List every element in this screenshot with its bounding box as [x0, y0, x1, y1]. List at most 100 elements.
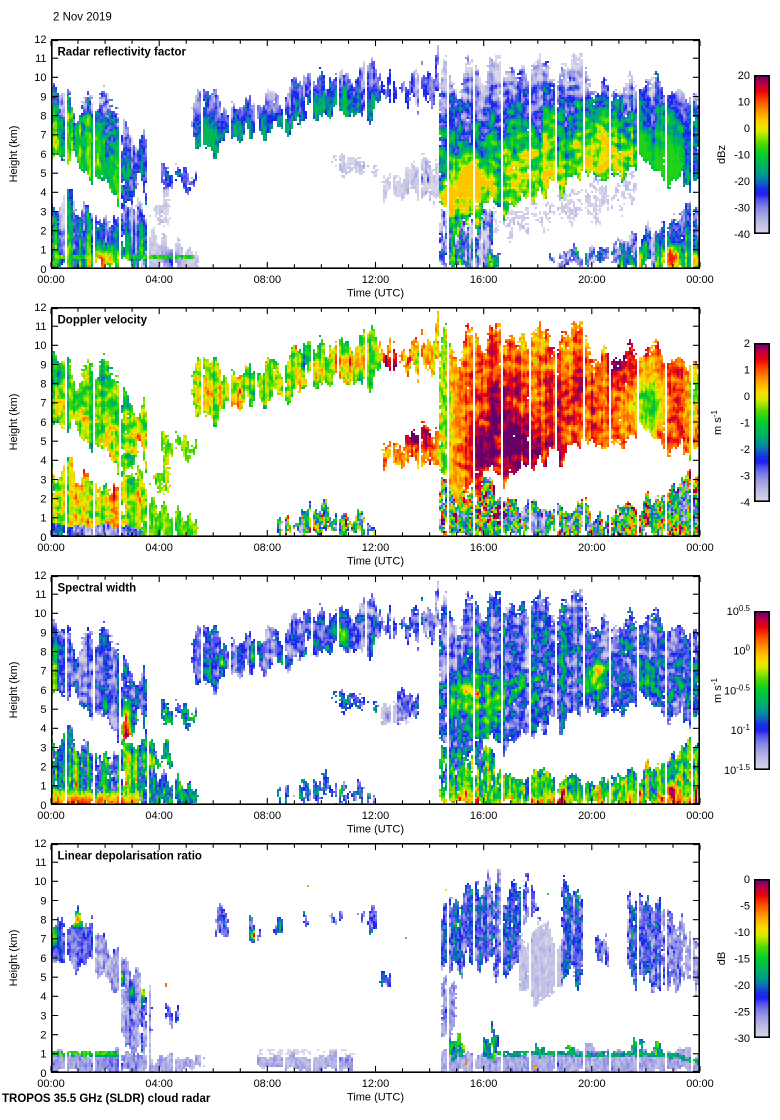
svg-text:12: 12 [34, 302, 46, 314]
svg-text:100: 100 [733, 644, 750, 658]
svg-text:Time (UTC): Time (UTC) [347, 1092, 404, 1104]
svg-text:12: 12 [34, 570, 46, 582]
svg-text:5: 5 [40, 972, 46, 984]
svg-text:8: 8 [40, 379, 46, 391]
svg-text:5: 5 [40, 704, 46, 716]
svg-text:-2: -2 [740, 444, 750, 456]
svg-text:16:00: 16:00 [470, 1078, 498, 1090]
svg-text:dBz: dBz [716, 145, 728, 164]
svg-text:9: 9 [40, 895, 46, 907]
svg-text:04:00: 04:00 [145, 810, 173, 822]
svg-text:TROPOS 35.5 GHz (SLDR) cloud r: TROPOS 35.5 GHz (SLDR) cloud radar [2, 1093, 211, 1105]
svg-text:00:00: 00:00 [686, 810, 714, 822]
svg-text:3: 3 [40, 742, 46, 754]
svg-text:10: 10 [34, 72, 46, 84]
svg-text:-20: -20 [734, 176, 750, 188]
svg-text:7: 7 [40, 130, 46, 142]
svg-text:10: 10 [34, 608, 46, 620]
svg-text:9: 9 [40, 627, 46, 639]
svg-text:3: 3 [40, 474, 46, 486]
svg-text:Height (km): Height (km) [8, 662, 20, 719]
svg-text:Spectral width: Spectral width [58, 583, 137, 595]
svg-text:0: 0 [744, 391, 750, 403]
svg-text:100.5: 100.5 [727, 604, 751, 618]
svg-text:5: 5 [40, 436, 46, 448]
svg-text:8: 8 [40, 111, 46, 123]
svg-text:4: 4 [40, 991, 46, 1003]
svg-text:2: 2 [40, 494, 46, 506]
svg-text:0: 0 [744, 123, 750, 135]
svg-text:-3: -3 [740, 470, 750, 482]
svg-text:00:00: 00:00 [37, 274, 65, 286]
svg-text:6: 6 [40, 685, 46, 697]
svg-text:6: 6 [40, 149, 46, 161]
svg-text:3: 3 [40, 206, 46, 218]
svg-text:2: 2 [744, 338, 750, 350]
svg-text:-30: -30 [734, 1033, 750, 1045]
svg-text:08:00: 08:00 [254, 542, 282, 554]
svg-text:4: 4 [40, 455, 46, 467]
svg-text:12:00: 12:00 [362, 542, 390, 554]
svg-text:10: 10 [738, 96, 750, 108]
svg-text:-10: -10 [734, 927, 750, 939]
svg-text:04:00: 04:00 [145, 1078, 173, 1090]
svg-text:0: 0 [744, 874, 750, 886]
svg-text:00:00: 00:00 [37, 1078, 65, 1090]
svg-text:10-1: 10-1 [731, 723, 751, 737]
svg-text:Linear depolarisation ratio: Linear depolarisation ratio [58, 851, 202, 863]
svg-text:-40: -40 [734, 229, 750, 241]
svg-text:08:00: 08:00 [254, 1078, 282, 1090]
svg-text:-25: -25 [734, 1006, 750, 1018]
svg-text:16:00: 16:00 [470, 810, 498, 822]
svg-text:9: 9 [40, 359, 46, 371]
svg-text:16:00: 16:00 [470, 274, 498, 286]
svg-text:11: 11 [35, 321, 46, 333]
svg-text:0: 0 [40, 800, 46, 812]
svg-text:12:00: 12:00 [362, 1078, 390, 1090]
svg-text:2 Nov 2019: 2 Nov 2019 [53, 12, 112, 24]
svg-text:04:00: 04:00 [145, 542, 173, 554]
svg-text:Radar reflectivity factor: Radar reflectivity factor [58, 47, 187, 59]
svg-text:-5: -5 [740, 900, 750, 912]
svg-text:00:00: 00:00 [686, 1078, 714, 1090]
svg-text:20:00: 20:00 [578, 1078, 606, 1090]
svg-text:-20: -20 [734, 980, 750, 992]
svg-text:1: 1 [40, 781, 46, 793]
svg-text:Doppler velocity: Doppler velocity [58, 315, 148, 327]
svg-text:20:00: 20:00 [578, 542, 606, 554]
svg-text:m s-1: m s-1 [710, 410, 724, 435]
svg-text:10: 10 [34, 876, 46, 888]
svg-text:0: 0 [40, 532, 46, 544]
svg-text:m s-1: m s-1 [710, 678, 724, 703]
svg-text:10: 10 [34, 340, 46, 352]
svg-text:1: 1 [40, 245, 46, 257]
svg-text:2: 2 [40, 226, 46, 238]
svg-text:2: 2 [40, 762, 46, 774]
svg-text:9: 9 [40, 91, 46, 103]
svg-text:4: 4 [40, 187, 46, 199]
svg-text:Height (km): Height (km) [8, 930, 20, 987]
svg-text:4: 4 [40, 723, 46, 735]
svg-text:8: 8 [40, 915, 46, 927]
svg-text:12:00: 12:00 [362, 810, 390, 822]
svg-text:2: 2 [40, 1030, 46, 1042]
svg-text:20:00: 20:00 [578, 810, 606, 822]
svg-text:12:00: 12:00 [362, 274, 390, 286]
svg-text:10-1.5: 10-1.5 [724, 763, 751, 777]
svg-text:5: 5 [40, 168, 46, 180]
svg-text:7: 7 [40, 934, 46, 946]
svg-text:8: 8 [40, 647, 46, 659]
svg-text:7: 7 [40, 398, 46, 410]
svg-text:1: 1 [40, 1049, 46, 1061]
svg-text:6: 6 [40, 417, 46, 429]
svg-text:0: 0 [40, 1068, 46, 1080]
svg-text:08:00: 08:00 [254, 810, 282, 822]
svg-text:20:00: 20:00 [578, 274, 606, 286]
svg-text:20: 20 [738, 70, 750, 82]
svg-text:-10: -10 [734, 149, 750, 161]
svg-text:11: 11 [35, 857, 46, 869]
svg-text:-1: -1 [740, 417, 750, 429]
svg-text:00:00: 00:00 [37, 810, 65, 822]
svg-text:11: 11 [35, 53, 46, 65]
svg-text:Time (UTC): Time (UTC) [347, 288, 404, 300]
